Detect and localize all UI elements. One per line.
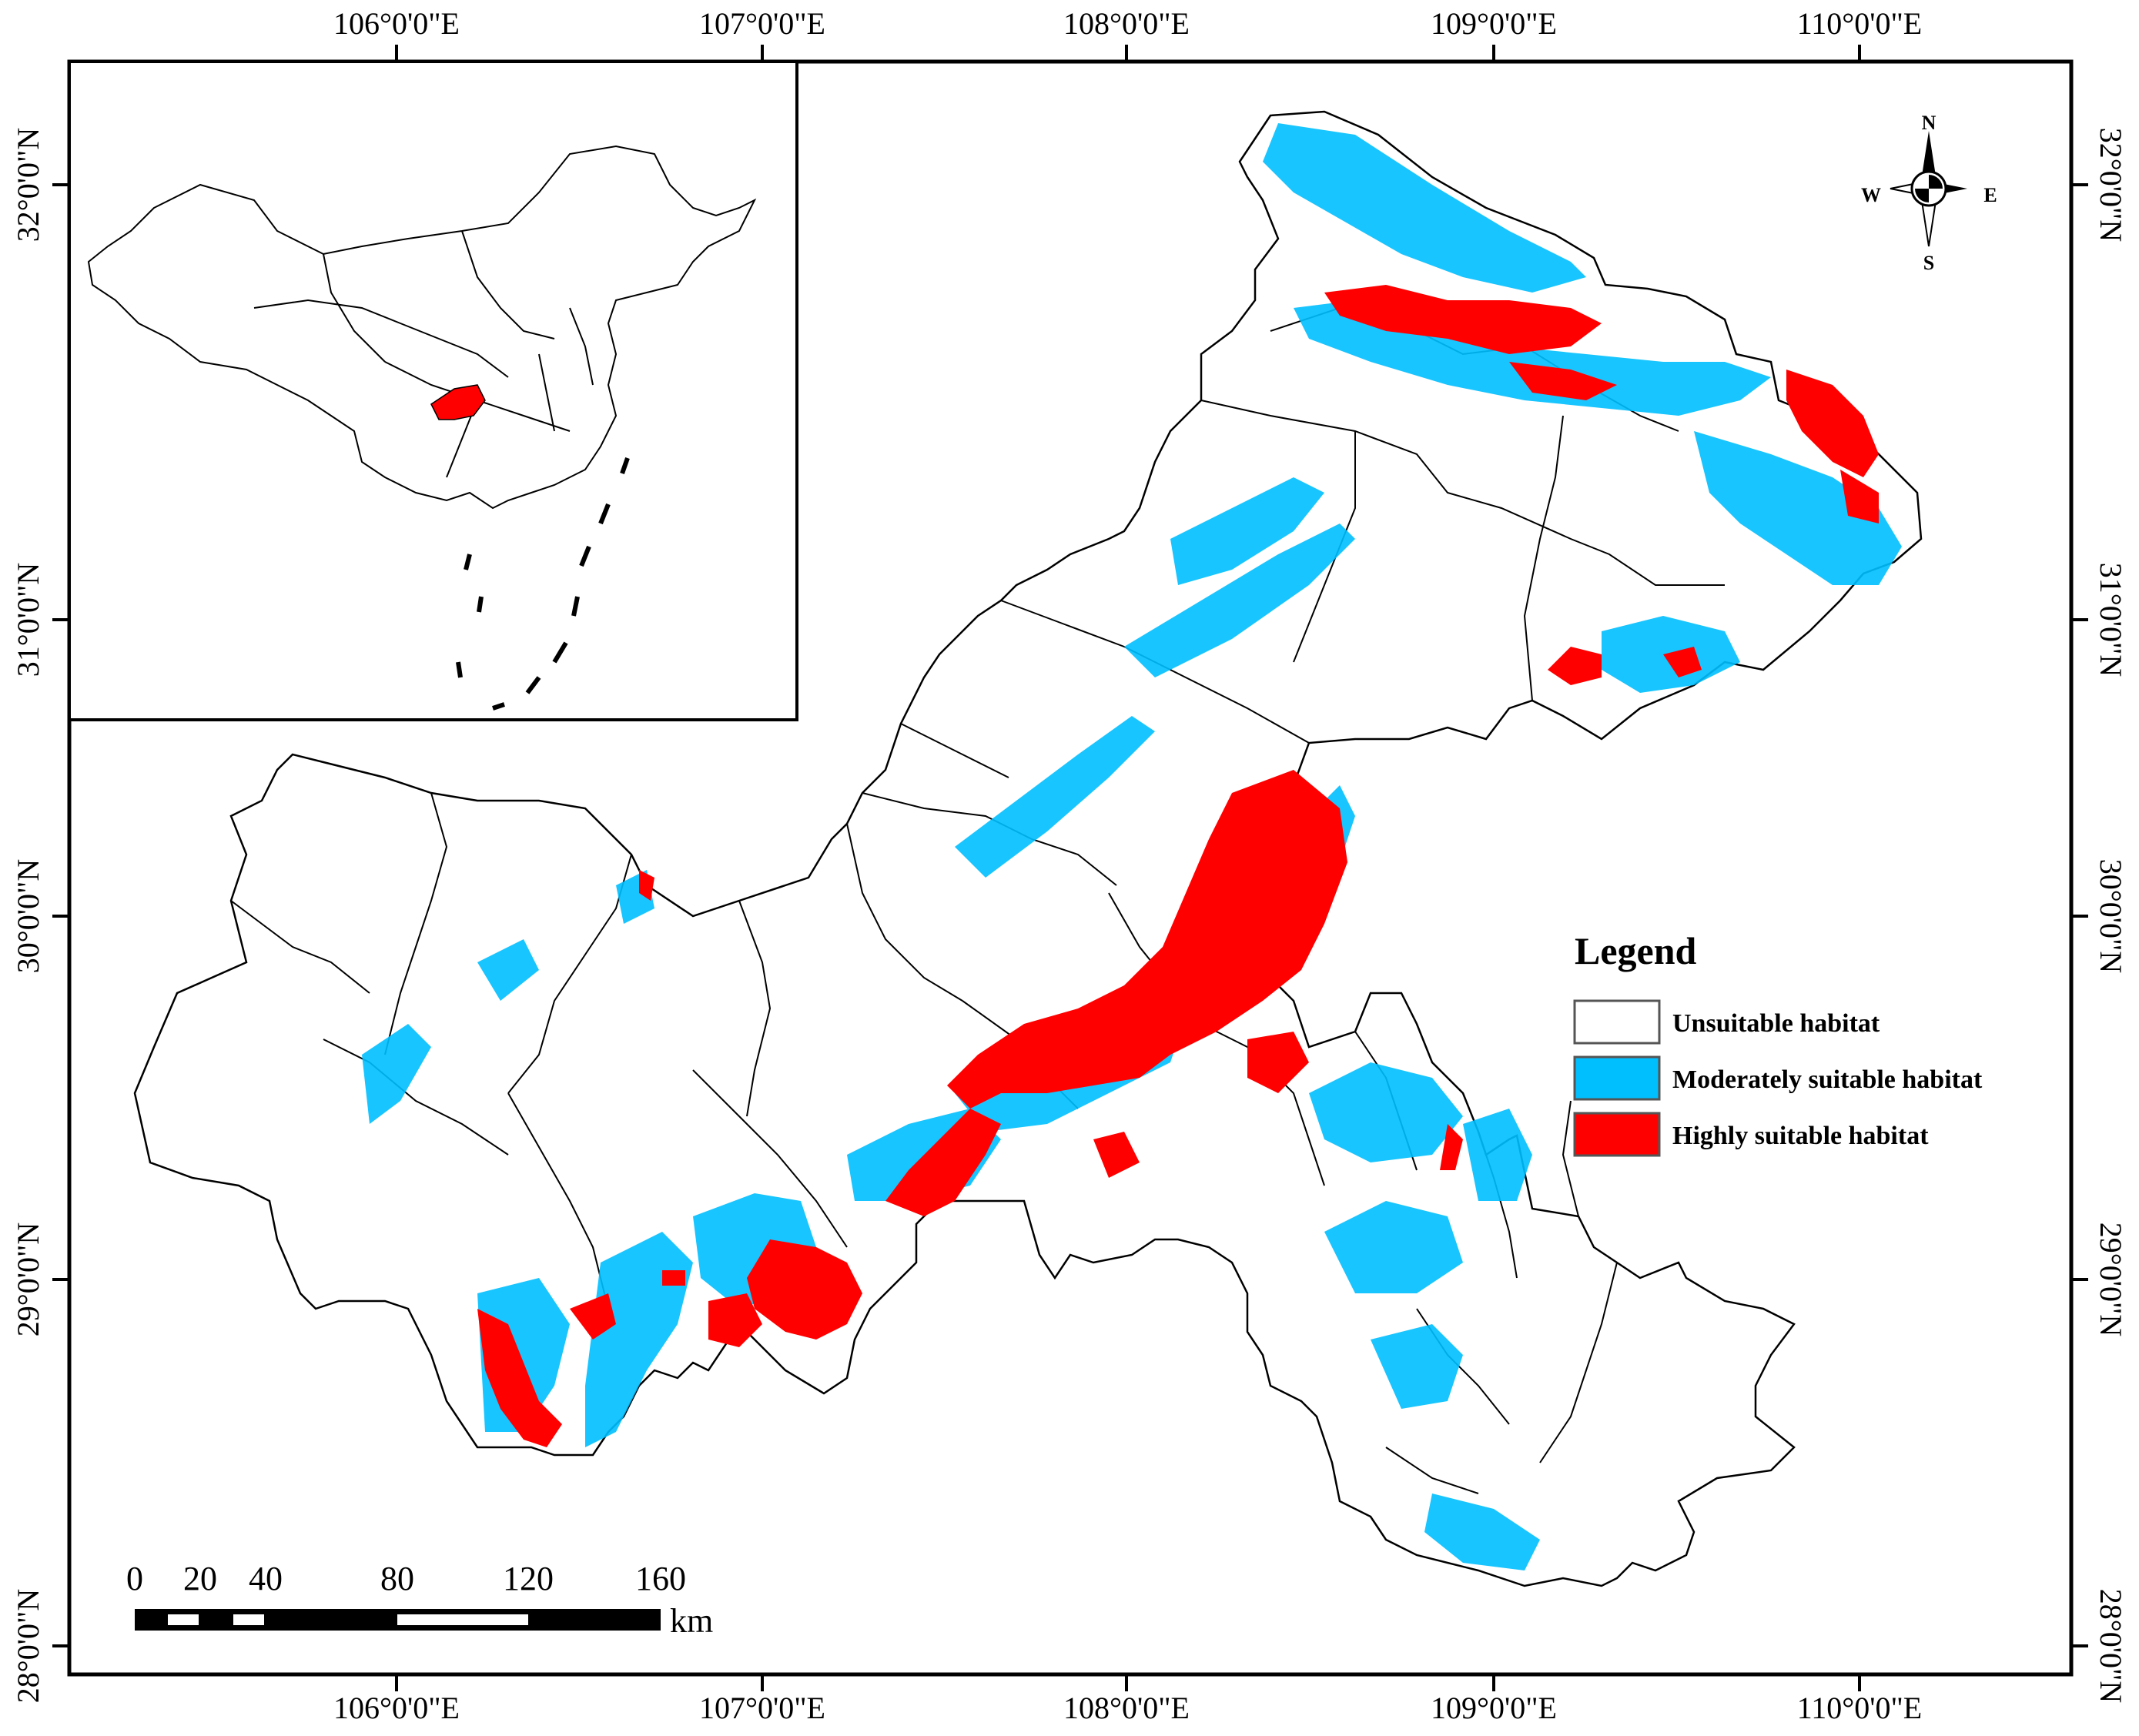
scale-tick-40: 40 [249,1560,283,1597]
legend: Legend Unsuitable habitat Moderately sui… [1573,929,1983,1157]
legend-swatch-moderate [1573,1055,1661,1101]
china-outline-icon [87,145,757,510]
lat-ticks [52,183,2088,1647]
lon-label-bottom-3: 108°0'0"E [1063,1691,1190,1725]
south-sea-dashes [456,457,630,711]
lon-label-bottom-1: 106°0'0"E [333,1691,460,1725]
lon-label-top-1: 106°0'0"E [333,6,460,41]
inset-map-frame [68,60,798,721]
lon-label-bottom-2: 107°0'0"E [699,1691,825,1725]
lon-label-bottom-4: 109°0'0"E [1431,1691,1557,1725]
legend-swatch-high [1573,1112,1661,1157]
scale-tick-20: 20 [183,1560,217,1597]
lat-label-left-4: 29°0'0"N [11,1223,45,1336]
lat-label-right-3: 30°0'0"N [2094,859,2128,973]
compass-w-label: W [1861,184,1881,206]
lat-label-right-4: 29°0'0"N [2094,1223,2128,1336]
lat-label-right-1: 32°0'0"N [2094,128,2128,242]
chongqing-outline [133,110,1923,1587]
compass-s-label: S [1923,252,1934,274]
compass-e-label: E [1983,184,1997,206]
map-frame [67,59,2074,1677]
lon-ticks [395,45,1861,1691]
lon-label-bottom-5: 110°0'0"E [1797,1691,1922,1725]
scale-unit: km [670,1602,713,1640]
scale-tick-80: 80 [380,1560,414,1597]
legend-label-high: Highly suitable habitat [1672,1122,1929,1150]
scale-bar: 0 20 40 80 120 160 km [126,1560,713,1640]
lat-label-right-2: 31°0'0"N [2094,563,2128,677]
high-habitat-areas [477,285,1879,1447]
scale-tick-120: 120 [503,1560,554,1597]
legend-swatch-unsuitable [1573,999,1661,1045]
lat-label-left-1: 32°0'0"N [11,128,45,242]
legend-title: Legend [1575,929,1697,972]
legend-label-moderate: Moderately suitable habitat [1672,1065,1983,1094]
compass-n-label: N [1922,112,1936,134]
compass-rose-icon [1890,131,1967,247]
inset-chongqing-highlight [430,384,486,420]
lat-label-right-5: 28°0'0"N [2094,1589,2128,1703]
scale-tick-160: 160 [635,1560,686,1597]
lat-label-left-5: 28°0'0"N [11,1589,45,1703]
lon-label-top-5: 110°0'0"E [1797,6,1922,41]
lon-label-top-3: 108°0'0"E [1063,6,1190,41]
lat-label-left-2: 31°0'0"N [11,563,45,677]
lon-label-top-2: 107°0'0"E [699,6,825,41]
scale-tick-0: 0 [126,1560,143,1597]
legend-label-unsuitable: Unsuitable habitat [1672,1009,1880,1038]
lon-label-top-4: 109°0'0"E [1431,6,1557,41]
lat-label-left-3: 30°0'0"N [11,859,45,973]
